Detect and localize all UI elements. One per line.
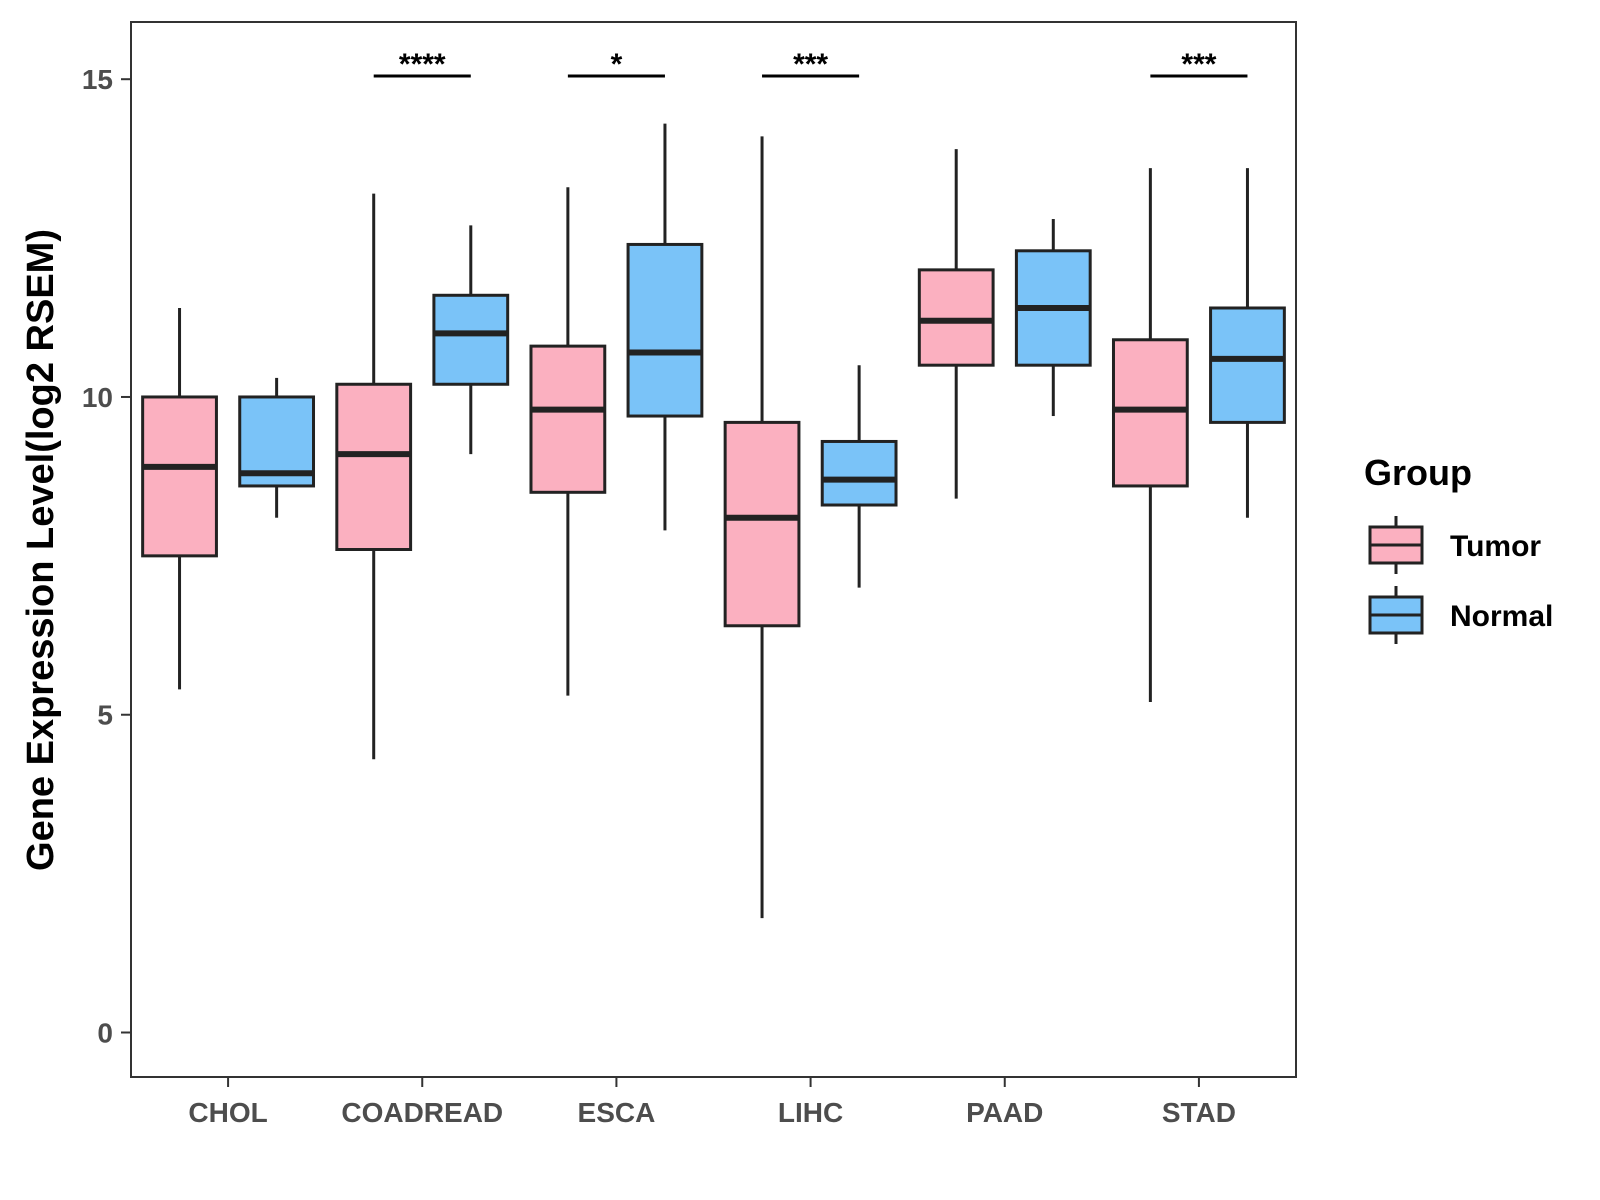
box-body <box>432 293 510 386</box>
legend-key-normal <box>1368 586 1424 644</box>
box-tumor-esca <box>529 187 607 696</box>
box-body <box>723 420 801 628</box>
box-body <box>820 439 898 507</box>
x-tick-label: PAAD <box>966 1097 1043 1128</box>
legend-title: Group <box>1364 452 1472 493</box>
x-tick-label: ESCA <box>578 1097 656 1128</box>
plot-panel-border <box>130 21 1297 1078</box>
legend: Group Tumor Normal <box>1364 452 1553 644</box>
box-tumor-stad <box>1111 168 1189 703</box>
y-tick-label: 0 <box>97 1018 113 1049</box>
box-tumor-chol <box>141 307 218 690</box>
y-tick-label: 15 <box>82 64 113 95</box>
box-tumor-lihc <box>723 136 801 919</box>
significance-label: *** <box>793 48 828 81</box>
box-body <box>141 395 218 558</box>
box-body <box>1111 338 1189 488</box>
y-axis-title: Gene Expression Level(log2 RSEM) <box>20 229 62 871</box>
box-normal-esca <box>626 123 704 531</box>
box-body <box>626 242 704 418</box>
x-tick-label: CHOL <box>188 1097 267 1128</box>
box-normal-chol <box>238 377 316 518</box>
box-body <box>917 268 995 367</box>
significance-label: * <box>611 48 623 81</box>
y-tick-label: 10 <box>82 382 113 413</box>
y-axis: 0 5 10 15 <box>82 64 131 1049</box>
x-axis: CHOL COADREAD ESCA LIHC PAAD STAD <box>188 1077 1236 1128</box>
box-normal-coadread <box>432 225 510 455</box>
x-tick-label: LIHC <box>778 1097 843 1128</box>
box-normal-stad <box>1209 168 1286 518</box>
boxes-layer <box>141 123 1286 919</box>
box-body <box>1209 306 1286 424</box>
y-tick-label: 5 <box>97 700 113 731</box>
box-normal-lihc <box>820 365 898 588</box>
box-body <box>529 344 607 494</box>
box-normal-paad <box>1014 219 1092 417</box>
legend-label-normal: Normal <box>1450 600 1553 633</box>
box-body <box>335 382 413 551</box>
box-tumor-coadread <box>335 193 413 760</box>
x-tick-label: COADREAD <box>341 1097 503 1128</box>
legend-label-tumor: Tumor <box>1450 530 1541 563</box>
significance-layer: **** * *** *** <box>373 48 1248 81</box>
significance-label: *** <box>1181 48 1216 81</box>
significance-label: **** <box>399 48 446 81</box>
x-tick-label: STAD <box>1162 1097 1236 1128</box>
box-tumor-paad <box>917 149 995 499</box>
legend-key-tumor <box>1368 516 1424 574</box>
plot-panel-background <box>131 22 1296 1077</box>
